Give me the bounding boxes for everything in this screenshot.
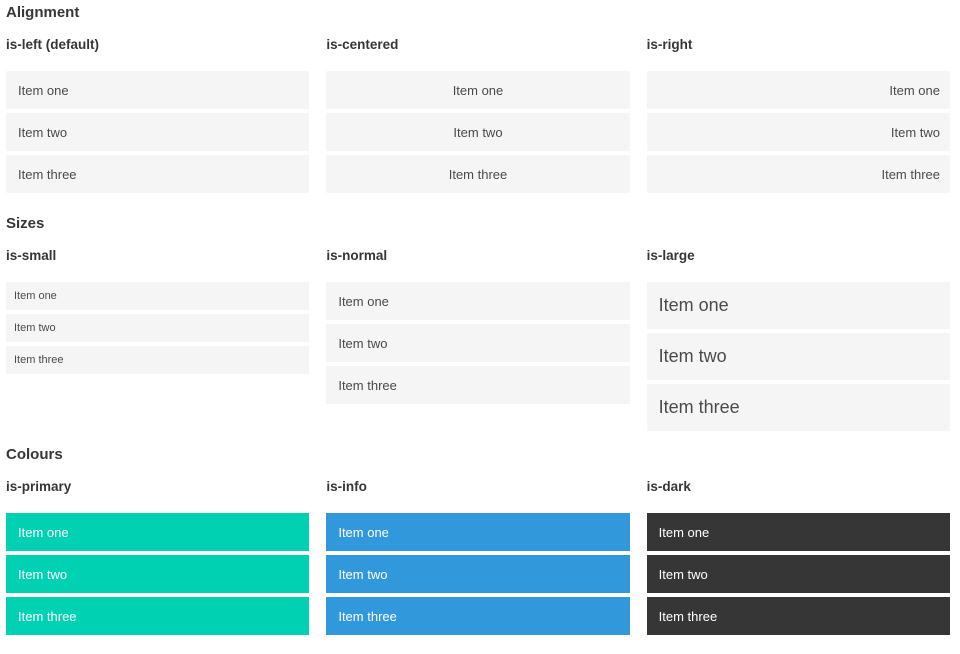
- list-is-info: Item one Item two Item three: [326, 513, 630, 635]
- column-is-primary: is-primary Item one Item two Item three: [6, 479, 310, 635]
- column-label-is-centered: is-centered: [326, 37, 399, 52]
- list-is-primary: Item one Item two Item three: [6, 513, 310, 635]
- section-title-sizes: Sizes: [6, 215, 45, 232]
- column-is-centered: is-centered Item one Item two Item three: [326, 37, 630, 193]
- column-label-is-normal: is-normal: [326, 248, 388, 263]
- list-item: Item one: [6, 71, 310, 109]
- list-item: Item one: [326, 513, 630, 551]
- list-is-left: Item one Item two Item three: [6, 71, 310, 193]
- list-item: Item three: [6, 597, 310, 635]
- column-label-is-info: is-info: [326, 479, 367, 494]
- list-item: Item two: [6, 113, 310, 151]
- section-title-alignment: Alignment: [6, 4, 80, 21]
- list-item: Item one: [646, 282, 950, 329]
- list-item: Item three: [6, 155, 310, 193]
- list-item: Item one: [646, 71, 950, 109]
- section-colours: Colours is-primary Item one Item two Ite…: [6, 447, 950, 635]
- column-is-small: is-small Item one Item two Item three: [6, 248, 310, 374]
- column-label-is-large: is-large: [646, 248, 695, 263]
- colours-columns: is-primary Item one Item two Item three …: [6, 480, 950, 635]
- sizes-columns: is-small Item one Item two Item three is…: [6, 249, 950, 431]
- list-item: Item one: [6, 513, 310, 551]
- list-is-centered: Item one Item two Item three: [326, 71, 630, 193]
- column-label-is-small: is-small: [6, 248, 57, 263]
- column-is-large: is-large Item one Item two Item three: [646, 248, 950, 431]
- list-item: Item three: [646, 597, 950, 635]
- list-item: Item two: [6, 555, 310, 593]
- list-item: Item three: [326, 366, 630, 404]
- column-is-info: is-info Item one Item two Item three: [326, 479, 630, 635]
- list-item: Item three: [326, 597, 630, 635]
- column-is-dark: is-dark Item one Item two Item three: [646, 479, 950, 635]
- list-item: Item one: [326, 282, 630, 320]
- list-item: Item two: [6, 314, 310, 342]
- section-sizes: Sizes is-small Item one Item two Item th…: [6, 216, 950, 431]
- section-alignment: Alignment is-left (default) Item one Ite…: [6, 5, 950, 193]
- list-is-right: Item one Item two Item three: [646, 71, 950, 193]
- column-is-left: is-left (default) Item one Item two Item…: [6, 37, 310, 193]
- list-item: Item two: [326, 113, 630, 151]
- column-label-is-left: is-left (default): [6, 37, 99, 52]
- alignment-columns: is-left (default) Item one Item two Item…: [6, 38, 950, 193]
- column-label-is-right: is-right: [646, 37, 693, 52]
- column-label-is-dark: is-dark: [646, 479, 691, 494]
- list-item: Item three: [646, 155, 950, 193]
- list-item: Item three: [326, 155, 630, 193]
- column-is-normal: is-normal Item one Item two Item three: [326, 248, 630, 404]
- section-title-colours: Colours: [6, 446, 63, 463]
- list-is-large: Item one Item two Item three: [646, 282, 950, 431]
- column-is-right: is-right Item one Item two Item three: [646, 37, 950, 193]
- column-label-is-primary: is-primary: [6, 479, 72, 494]
- list-item: Item two: [646, 333, 950, 380]
- list-item: Item three: [646, 384, 950, 431]
- list-is-normal: Item one Item two Item three: [326, 282, 630, 404]
- list-item: Item two: [326, 324, 630, 362]
- list-item: Item one: [326, 71, 630, 109]
- list-item: Item three: [6, 346, 310, 374]
- list-item: Item one: [646, 513, 950, 551]
- list-item: Item one: [6, 282, 310, 310]
- list-item: Item two: [646, 555, 950, 593]
- list-item: Item two: [646, 113, 950, 151]
- list-item: Item two: [326, 555, 630, 593]
- list-is-dark: Item one Item two Item three: [646, 513, 950, 635]
- list-is-small: Item one Item two Item three: [6, 282, 310, 374]
